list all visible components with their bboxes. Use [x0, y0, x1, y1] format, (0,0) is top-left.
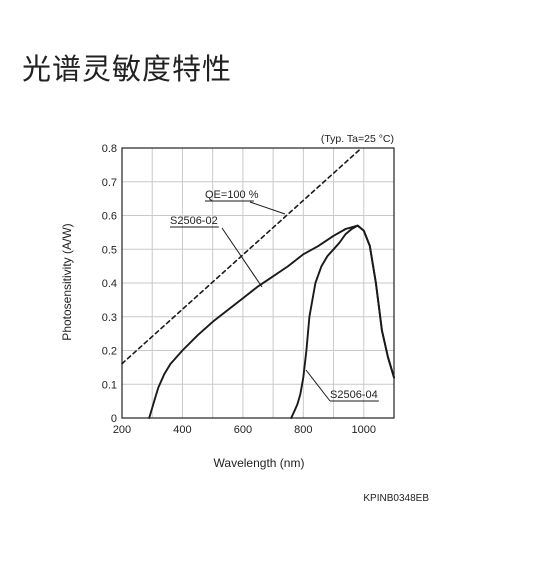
annotation-s2506-04-curve: S2506-04	[330, 389, 378, 401]
annotation-leader	[221, 227, 263, 288]
axis-ticks: 200 400 600 800 1000 0 0.1 0.2 0.3 0.4 0.5 0.6 0.7 0.…	[102, 143, 376, 436]
y-tick-label: 0.8	[102, 143, 117, 155]
page-title: 光谱灵敏度特性	[22, 52, 233, 86]
x-tick-label: 600	[234, 424, 252, 436]
y-tick-label: 0.2	[102, 346, 117, 358]
annotation-s2506-02-curve: S2506-02	[170, 215, 218, 227]
y-tick-label: 0.6	[102, 211, 117, 223]
x-tick-label: 1000	[352, 424, 376, 436]
y-tick-label: 0.4	[102, 278, 117, 290]
figure-code: KPINB0348EB	[363, 493, 429, 504]
annotation-leader	[305, 369, 331, 402]
y-tick-label: 0.3	[102, 312, 117, 324]
qe-100-line	[121, 147, 363, 365]
plot-frame	[121, 147, 395, 419]
x-tick-label: 200	[113, 424, 131, 436]
y-tick-label: 0.7	[102, 177, 117, 189]
chart-grid	[122, 148, 394, 418]
y-tick-label: 0.1	[102, 379, 117, 391]
y-axis-label: Photosensitivity (A/W)	[60, 223, 74, 340]
y-tick-label: 0.5	[102, 244, 117, 256]
measurement-condition: (Typ. Ta=25 °C)	[321, 133, 394, 145]
x-tick-label: 800	[294, 424, 312, 436]
annotation-leader	[249, 201, 286, 215]
s2506-04-curve	[290, 224, 395, 419]
x-axis-label: Wavelength (nm)	[214, 456, 305, 470]
x-tick-label: 400	[173, 424, 191, 436]
annotation-qe-100-line: QE=100 %	[205, 189, 259, 201]
series-layer	[121, 147, 395, 419]
annotation-layer: QE=100 % S2506-02 S2506-04	[170, 189, 379, 402]
y-tick-label: 0	[111, 413, 117, 425]
